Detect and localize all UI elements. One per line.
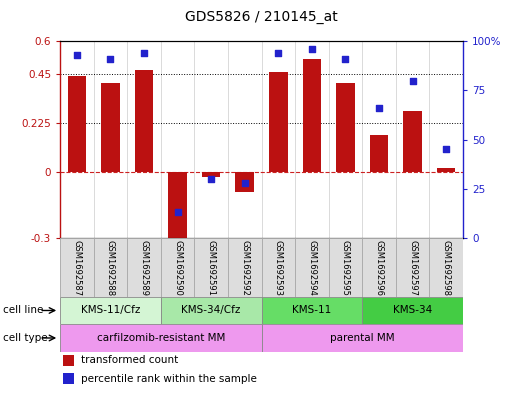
Bar	[60, 324, 262, 352]
FancyBboxPatch shape	[127, 238, 161, 297]
Point	[174, 209, 182, 215]
FancyBboxPatch shape	[161, 238, 195, 297]
FancyBboxPatch shape	[396, 238, 429, 297]
Text: cell type: cell type	[3, 333, 47, 343]
Text: KMS-34/Cfz: KMS-34/Cfz	[181, 305, 241, 316]
Bar	[336, 83, 355, 172]
Point	[375, 105, 383, 111]
Bar	[101, 83, 120, 172]
Text: percentile rank within the sample: percentile rank within the sample	[81, 374, 256, 384]
Text: GSM1692597: GSM1692597	[408, 239, 417, 296]
Bar	[168, 172, 187, 242]
Text: GSM1692591: GSM1692591	[207, 239, 215, 296]
Text: GSM1692598: GSM1692598	[441, 239, 451, 296]
Point	[274, 50, 282, 56]
Bar	[161, 297, 262, 324]
Bar	[235, 172, 254, 192]
FancyBboxPatch shape	[295, 238, 328, 297]
Bar	[303, 59, 321, 172]
Text: GSM1692588: GSM1692588	[106, 239, 115, 296]
FancyBboxPatch shape	[228, 238, 262, 297]
Point	[241, 180, 249, 186]
Text: GSM1692590: GSM1692590	[173, 239, 182, 296]
Bar	[262, 324, 463, 352]
Point	[73, 52, 81, 58]
Point	[442, 146, 450, 152]
Bar	[202, 172, 220, 176]
Bar	[60, 297, 161, 324]
FancyBboxPatch shape	[262, 238, 295, 297]
Bar	[403, 111, 422, 172]
FancyBboxPatch shape	[60, 238, 94, 297]
Text: GSM1692592: GSM1692592	[240, 239, 249, 296]
Bar	[437, 168, 456, 172]
FancyBboxPatch shape	[362, 238, 396, 297]
Text: GSM1692596: GSM1692596	[374, 239, 383, 296]
Bar	[269, 72, 288, 172]
Bar	[262, 297, 362, 324]
Text: GDS5826 / 210145_at: GDS5826 / 210145_at	[185, 10, 338, 24]
Text: GSM1692594: GSM1692594	[308, 239, 316, 296]
FancyBboxPatch shape	[429, 238, 463, 297]
Text: carfilzomib-resistant MM: carfilzomib-resistant MM	[97, 333, 225, 343]
FancyBboxPatch shape	[328, 238, 362, 297]
Point	[140, 50, 148, 56]
Text: transformed count: transformed count	[81, 355, 178, 365]
Text: KMS-11: KMS-11	[292, 305, 332, 316]
Text: GSM1692595: GSM1692595	[341, 239, 350, 296]
FancyBboxPatch shape	[195, 238, 228, 297]
Point	[308, 46, 316, 52]
Point	[207, 176, 215, 182]
FancyBboxPatch shape	[94, 238, 127, 297]
Point	[408, 77, 417, 84]
Bar	[135, 70, 153, 172]
Text: KMS-11/Cfz: KMS-11/Cfz	[81, 305, 140, 316]
Text: GSM1692593: GSM1692593	[274, 239, 283, 296]
Bar	[370, 135, 388, 172]
Text: cell line: cell line	[3, 305, 43, 316]
Text: KMS-34: KMS-34	[393, 305, 432, 316]
Text: GSM1692587: GSM1692587	[72, 239, 82, 296]
Text: parental MM: parental MM	[330, 333, 394, 343]
Point	[106, 56, 115, 62]
Bar	[362, 297, 463, 324]
Bar	[67, 76, 86, 172]
Point	[341, 56, 349, 62]
Text: GSM1692589: GSM1692589	[140, 239, 149, 296]
